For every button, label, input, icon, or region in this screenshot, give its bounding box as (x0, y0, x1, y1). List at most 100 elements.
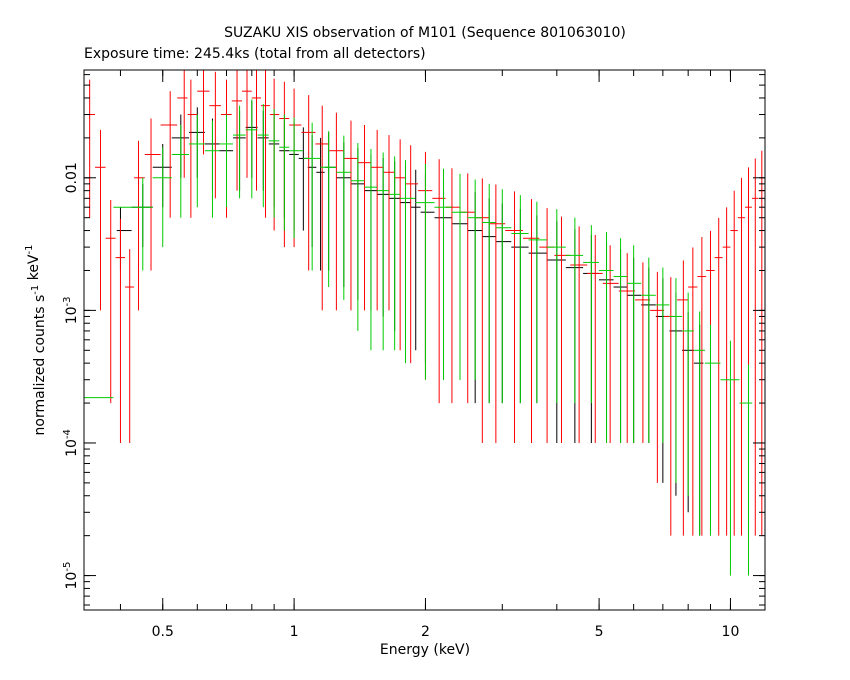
data-point (410, 169, 421, 351)
series-0 (116, 100, 704, 536)
data-point (115, 218, 126, 443)
data-point (242, 70, 252, 178)
data-point (298, 127, 308, 231)
series-1 (85, 70, 765, 536)
series-2 (84, 99, 753, 576)
data-point (289, 117, 304, 239)
plot-area (84, 70, 765, 576)
data-point (495, 189, 512, 404)
data-point (758, 150, 765, 536)
data-point (187, 79, 198, 218)
data-point (301, 95, 316, 271)
data-point (405, 145, 419, 364)
data-point (602, 245, 619, 443)
data-point (394, 139, 406, 351)
data-point (233, 105, 246, 199)
y-tick-label: 0.01 (64, 162, 80, 193)
data-point (583, 225, 599, 404)
data-point (113, 177, 153, 271)
data-point (751, 158, 759, 536)
data-point (635, 262, 651, 443)
data-point (261, 70, 270, 218)
data-point (650, 271, 665, 483)
data-point (343, 120, 358, 311)
data-point (279, 114, 290, 231)
data-point (289, 88, 302, 248)
data-point (714, 217, 723, 536)
data-point (445, 168, 460, 404)
data-point (434, 168, 452, 380)
y-tick-label: 10-5 (62, 562, 80, 590)
x-axis-label: Energy (keV) (380, 642, 470, 658)
data-point (204, 120, 220, 218)
data-point (565, 217, 584, 404)
data-point (152, 147, 172, 248)
x-tick-label: 5 (595, 624, 604, 640)
data-point (105, 199, 116, 404)
data-point (320, 131, 337, 288)
data-point (451, 173, 468, 380)
data-point (598, 232, 614, 443)
data-point (257, 104, 269, 208)
data-point (336, 135, 351, 300)
data-point (682, 292, 694, 496)
data-point (303, 122, 321, 271)
x-tick-label: 1 (290, 624, 299, 640)
data-point (84, 360, 114, 536)
data-point (737, 177, 746, 536)
data-point (268, 109, 280, 218)
data-point (730, 190, 738, 536)
y-axis-label-text: normalized counts s-1 keV-1 (24, 245, 48, 436)
y-tick-label: 10-4 (62, 429, 80, 457)
data-point (705, 324, 721, 536)
data-point (546, 209, 566, 404)
data-point (219, 114, 234, 208)
y-tick-label: 10-3 (62, 296, 80, 324)
data-point (627, 257, 642, 443)
data-point (370, 129, 384, 311)
data-point (669, 278, 683, 483)
data-point (209, 71, 221, 199)
data-point (415, 164, 435, 380)
data-point (539, 208, 555, 443)
x-tick-label: 2 (421, 624, 430, 640)
axes: 0.5 1 2 5 10 10-5 10-4 10-3 0.01 (62, 69, 766, 640)
data-point (722, 207, 731, 536)
data-point (197, 70, 210, 155)
data-point (688, 247, 698, 536)
data-point (231, 70, 243, 191)
chart-subtitle: Exposure time: 245.4ks (total from all d… (84, 46, 426, 62)
data-point (315, 105, 330, 311)
data-point (511, 195, 529, 404)
data-point (697, 236, 707, 536)
data-point (641, 257, 656, 443)
data-point (177, 70, 188, 178)
data-point (316, 137, 325, 271)
x-tick-label: 0.5 (152, 624, 174, 640)
data-point (720, 340, 740, 576)
data-point (377, 152, 389, 351)
data-point (357, 125, 371, 311)
data-point (160, 91, 178, 218)
data-point (459, 173, 476, 404)
data-point (627, 245, 642, 443)
data-point (528, 201, 547, 404)
data-point (329, 112, 344, 311)
x-tick-label: 10 (722, 624, 740, 640)
data-point (613, 238, 628, 443)
data-point (350, 142, 365, 331)
data-point (171, 125, 190, 218)
data-point (400, 160, 416, 364)
data-point (364, 148, 378, 351)
chart-title: SUZAKU XIS observation of M101 (Sequence… (224, 25, 626, 41)
data-point (570, 226, 588, 443)
data-point (245, 99, 258, 199)
data-point (677, 260, 689, 536)
data-point (189, 114, 205, 208)
data-point (85, 79, 96, 218)
data-point (144, 118, 161, 271)
y-axis-label: normalized counts s-1 keV-1 (24, 245, 48, 436)
data-point (131, 183, 153, 248)
data-point (693, 311, 706, 536)
